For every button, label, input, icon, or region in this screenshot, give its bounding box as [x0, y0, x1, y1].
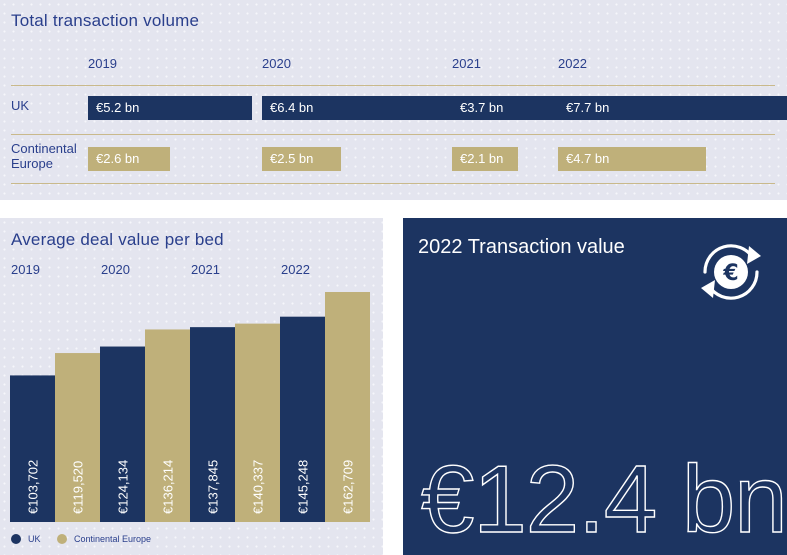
- vbar-label-uk-2020: €124,134: [116, 460, 131, 514]
- vbar-continental-europe-2022: [325, 292, 370, 522]
- vbar-label-uk-2022: €145,248: [296, 460, 311, 514]
- bottom-year-label-2019: 2019: [11, 262, 40, 277]
- vbar-label-continental-europe-2019: €119,520: [71, 461, 86, 514]
- divider-line: [11, 183, 775, 184]
- hbar-uk-2022: €7.7 bn: [558, 96, 787, 120]
- top-year-label-2019: 2019: [88, 56, 117, 71]
- legend-swatch-uk: [11, 534, 21, 544]
- vbar-continental-europe-2020: [145, 329, 190, 522]
- bottom-year-label-2022: 2022: [281, 262, 310, 277]
- vbar-label-uk-2019: €103,702: [26, 460, 41, 514]
- transaction-value-kpi-panel: 2022 Transaction value € €12.4 bn: [403, 218, 787, 555]
- vbar-uk-2019: [10, 375, 55, 522]
- average-deal-value-title: Average deal value per bed: [11, 230, 224, 249]
- bottom-year-label-2020: 2020: [101, 262, 130, 277]
- bottom-year-label-2021: 2021: [191, 262, 220, 277]
- kpi-value: €12.4 bn: [420, 446, 787, 553]
- total-transaction-volume-panel: Total transaction volume 2019 2020 2021 202…: [0, 0, 787, 200]
- legend-label-continental-europe: Continental Europe: [74, 534, 152, 544]
- row-label-continental-europe: Continental Europe: [11, 141, 77, 171]
- average-deal-value-panel: Average deal value per bed 2019 2020 2021 2…: [0, 218, 383, 555]
- hbar-continental-europe-2020: €2.5 bn: [262, 147, 341, 171]
- top-year-label-2022: 2022: [558, 56, 587, 71]
- hbar-continental-europe-2019: €2.6 bn: [88, 147, 170, 171]
- divider-line: [11, 85, 775, 86]
- hbar-uk-2021: €3.7 bn: [452, 96, 569, 120]
- top-year-label-2020: 2020: [262, 56, 291, 71]
- vbar-uk-2021: [190, 327, 235, 522]
- vbar-label-continental-europe-2020: €136,214: [161, 460, 176, 514]
- vbar-uk-2020: [100, 346, 145, 522]
- top-year-label-2021: 2021: [452, 56, 481, 71]
- hbar-continental-europe-2021: €2.1 bn: [452, 147, 518, 171]
- total-transaction-volume-title: Total transaction volume: [11, 11, 200, 30]
- vbar-label-uk-2021: €137,845: [206, 460, 221, 514]
- divider-line: [11, 134, 775, 135]
- vbar-uk-2022: [280, 316, 325, 522]
- row-label-uk: UK: [11, 98, 30, 113]
- euro-exchange-icon: €: [701, 244, 761, 300]
- vbar-label-continental-europe-2021: €140,337: [251, 460, 266, 514]
- hbar-continental-europe-2022: €4.7 bn: [558, 147, 706, 171]
- vbar-continental-europe-2019: [55, 353, 100, 522]
- hbar-uk-2019: €5.2 bn: [88, 96, 252, 120]
- vbar-label-continental-europe-2022: €162,709: [341, 460, 356, 514]
- hbar-uk-2020: €6.4 bn: [262, 96, 464, 120]
- legend-label-uk: UK: [28, 534, 41, 544]
- average-deal-value-chart: €103,702 €119,520 €124,134 €136,214 €137,845…: [10, 292, 370, 522]
- svg-text:€: €: [722, 261, 738, 286]
- vbar-continental-europe-2021: [235, 323, 280, 522]
- kpi-title: 2022 Transaction value: [418, 236, 625, 258]
- legend-swatch-continental-europe: [57, 534, 67, 544]
